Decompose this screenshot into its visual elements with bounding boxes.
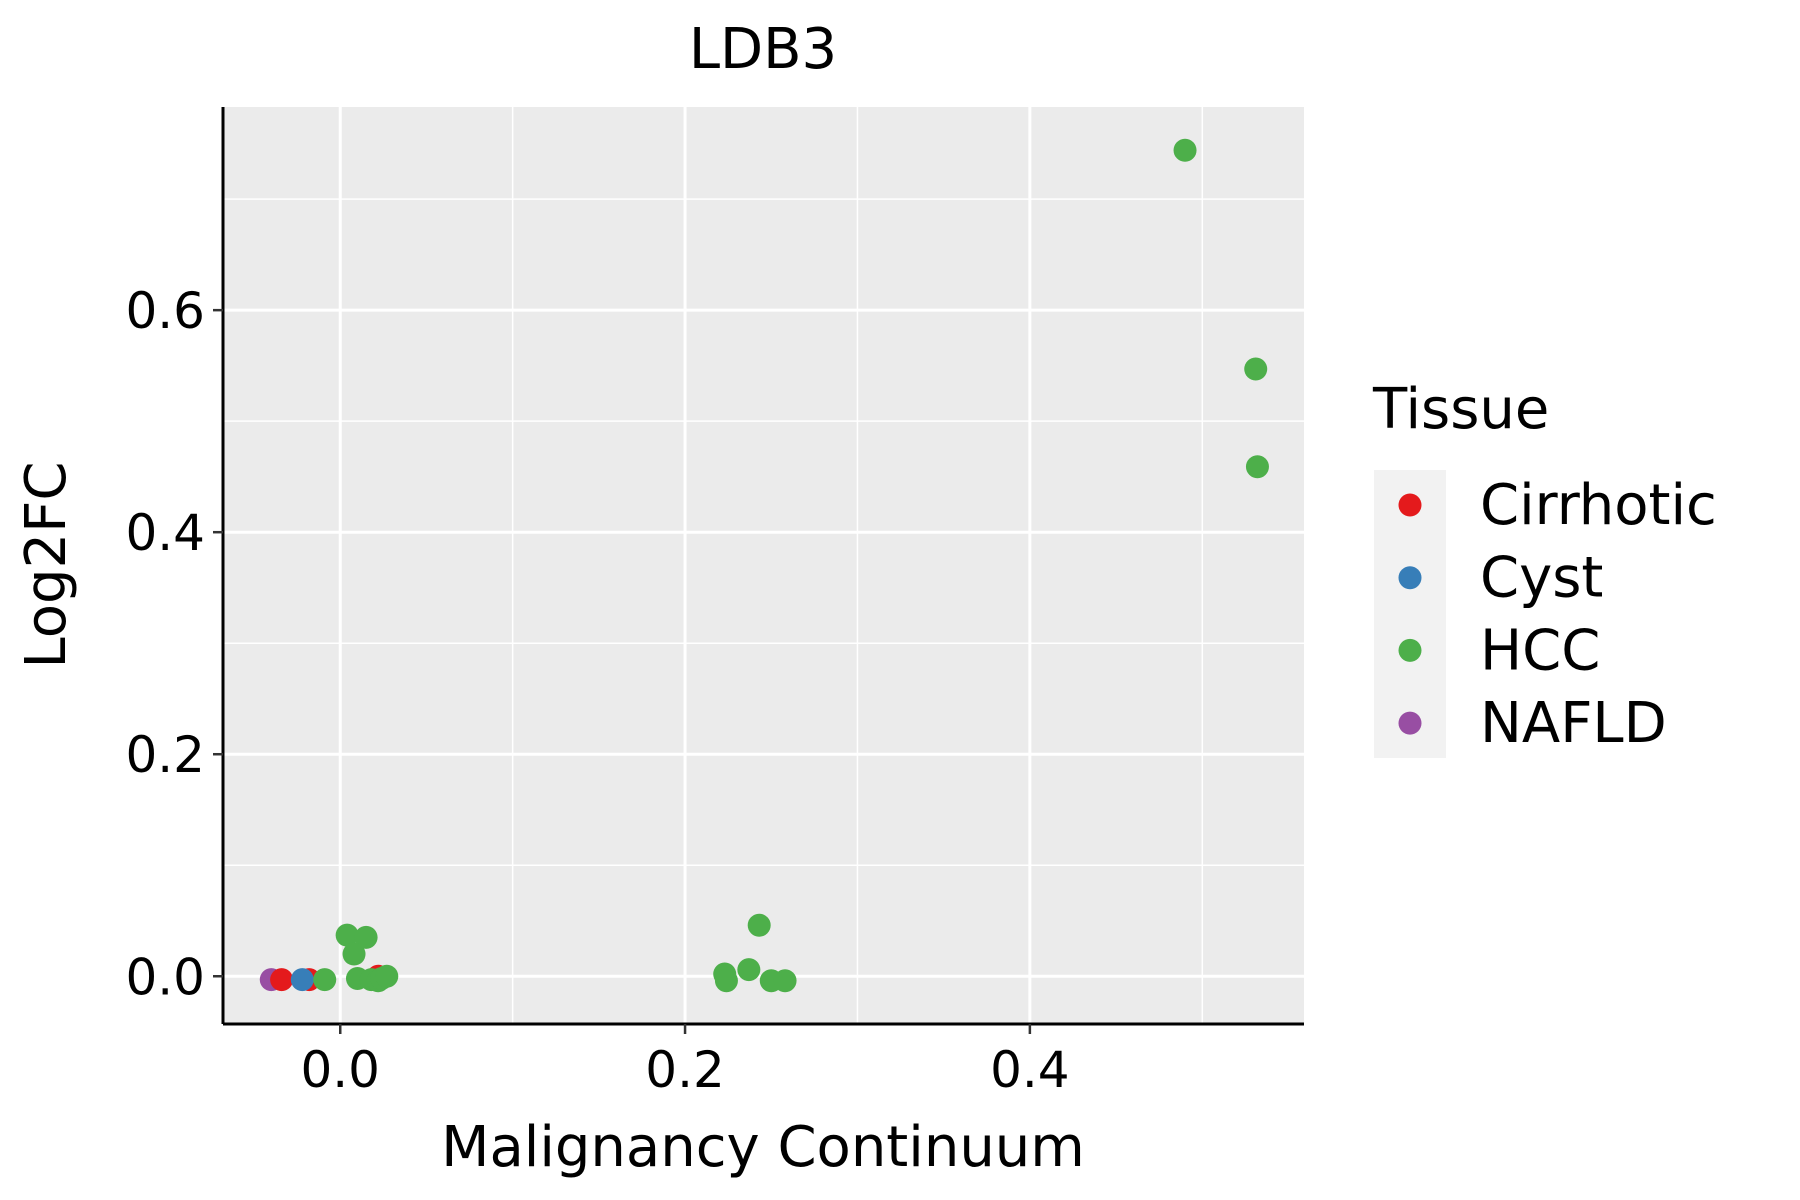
y-tick-label: 0.4: [125, 504, 205, 562]
data-point-cyst: [290, 968, 314, 992]
x-axis-label: Malignancy Continuum: [441, 1115, 1085, 1180]
legend-key-nafld: [1398, 711, 1422, 735]
legend-label: Cyst: [1480, 546, 1603, 611]
legend-title: Tissue: [1372, 377, 1549, 442]
grid-lines: [223, 107, 1304, 1024]
legend-key-cirrhotic: [1398, 493, 1422, 517]
x-tick-label: 0.0: [300, 1041, 380, 1099]
data-point-hcc: [354, 925, 378, 949]
data-point-hcc: [714, 969, 738, 993]
data-point-hcc: [342, 942, 366, 966]
y-tick-label: 0.2: [125, 726, 205, 784]
legend-key-cyst: [1398, 566, 1422, 590]
legend-label: Cirrhotic: [1480, 473, 1717, 538]
data-point-hcc: [335, 923, 359, 947]
y-tick-label: 0.6: [125, 282, 205, 340]
axis-ticks: 0.0 0.2 0.4 0.0 0.2 0.4 0.6: [125, 282, 1069, 1099]
legend-key-hcc: [1398, 638, 1422, 662]
data-point-hcc: [1245, 455, 1269, 479]
data-point-hcc: [737, 958, 761, 982]
data-point-hcc: [773, 969, 797, 993]
x-tick-label: 0.2: [645, 1041, 725, 1099]
legend: Tissue Cirrhotic Cyst HCC NAFLD: [1372, 377, 1717, 758]
data-point-hcc: [375, 964, 399, 988]
data-point-hcc: [1244, 357, 1268, 381]
data-point-hcc: [747, 913, 771, 937]
data-point-hcc: [1173, 138, 1197, 162]
y-tick-label: 0.0: [125, 948, 205, 1006]
legend-label: NAFLD: [1480, 691, 1667, 756]
chart-title: LDB3: [689, 17, 837, 82]
data-point-hcc: [313, 968, 337, 992]
data-points: [259, 138, 1269, 993]
legend-key-background: [1374, 470, 1446, 758]
data-point-cirrhotic: [270, 968, 294, 992]
plot-panel: [223, 107, 1304, 1024]
x-tick-label: 0.4: [990, 1041, 1070, 1099]
y-axis-label: Log2FC: [14, 462, 79, 669]
legend-label: HCC: [1480, 618, 1600, 683]
